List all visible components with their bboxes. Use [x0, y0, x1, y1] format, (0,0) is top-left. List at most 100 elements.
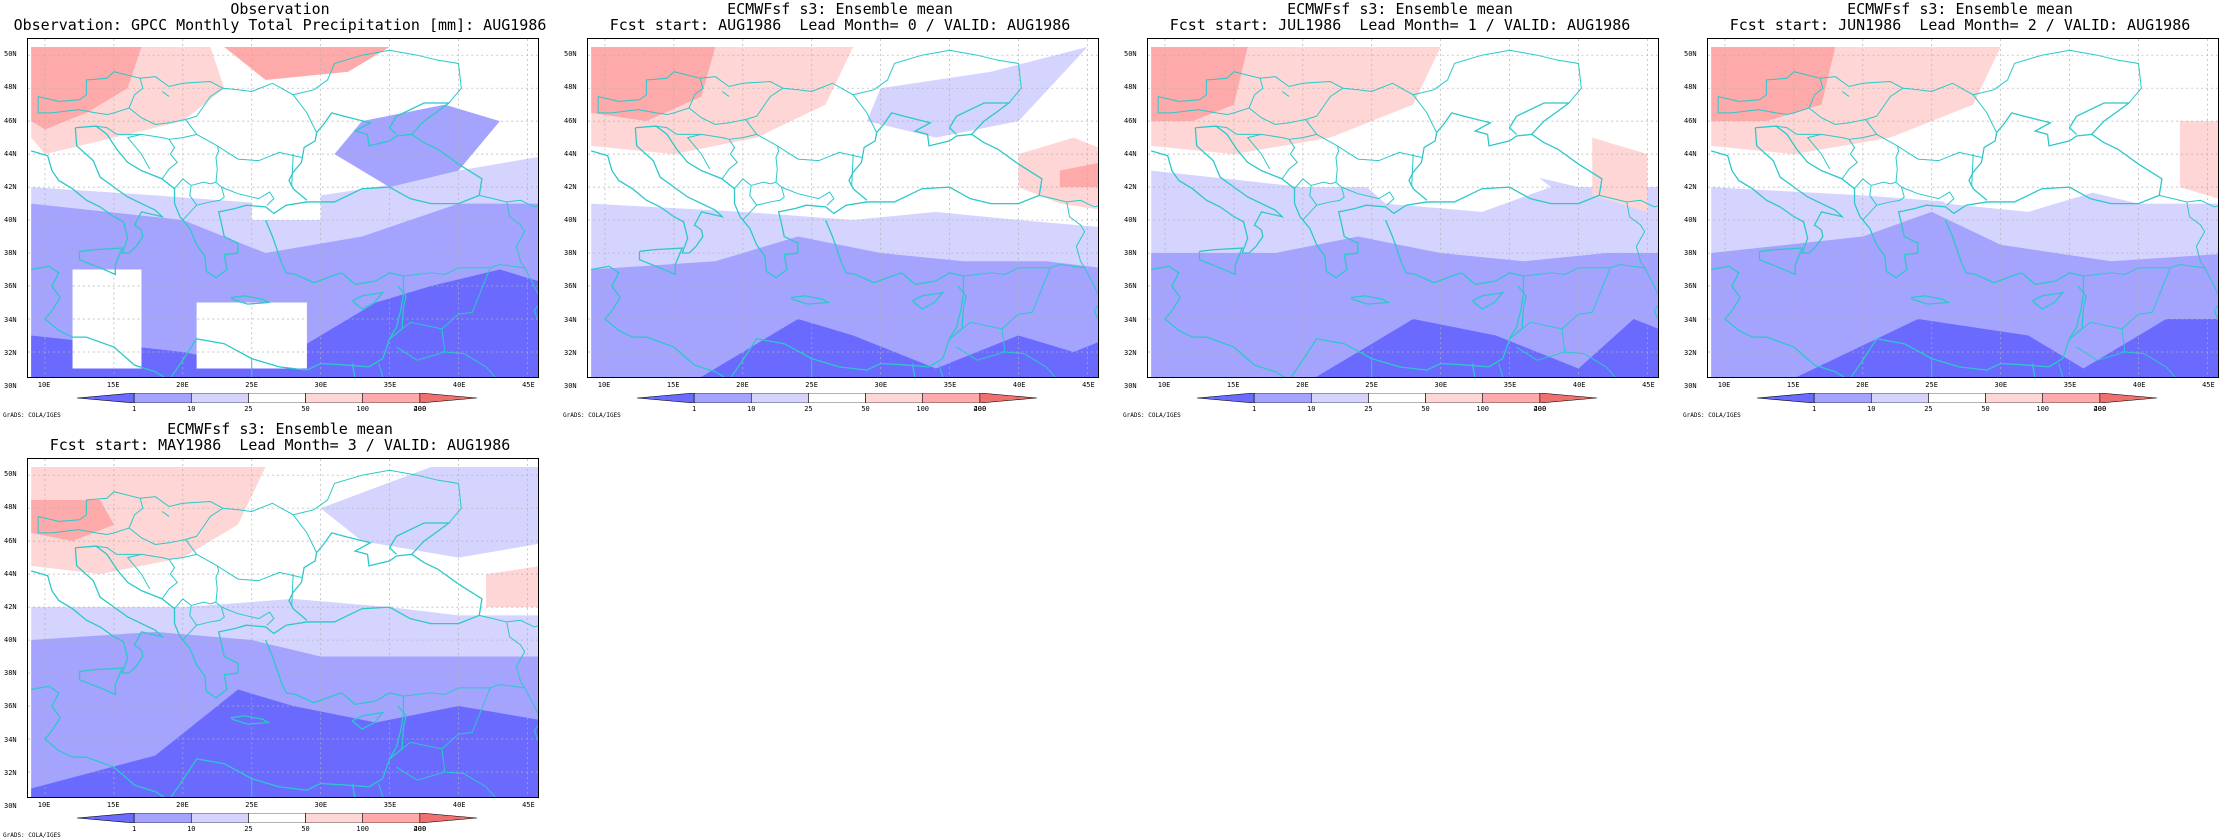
lon-tick-label: 10E — [37, 381, 51, 389]
country-border — [378, 783, 384, 797]
colorbar-segment — [1757, 393, 1815, 403]
lat-tick-label: 38N — [4, 669, 17, 678]
country-border — [734, 119, 785, 206]
colorbar-segment — [750, 393, 809, 403]
lat-tick-label: 48N — [1684, 83, 1697, 92]
country-border — [293, 49, 462, 104]
country-border — [444, 771, 496, 797]
colorbar — [1757, 393, 2157, 403]
country-border — [1901, 186, 1955, 206]
coastline — [1198, 247, 1244, 276]
country-border — [1841, 91, 1850, 97]
coastline — [78, 667, 124, 696]
colorbar-segment — [419, 813, 477, 823]
coastline — [78, 247, 124, 276]
colorbar-level-label: 50 — [301, 405, 310, 413]
country-border — [2083, 264, 2218, 321]
precip-shading-200 — [591, 46, 716, 122]
colorbar-svg — [637, 393, 1037, 403]
country-border — [378, 363, 384, 377]
country-border — [1157, 71, 1264, 116]
coastline — [75, 125, 480, 279]
lat-tick-label: 42N — [4, 182, 17, 191]
colorbar-segment — [2042, 393, 2101, 403]
colorbar-segment — [248, 813, 306, 823]
country-border — [140, 496, 224, 509]
lon-tick-label: 35E — [383, 381, 397, 389]
lat-tick-label: 50N — [4, 470, 17, 479]
lon-tick-label: 30E — [314, 381, 328, 389]
coastline — [1758, 247, 1804, 276]
country-border — [1311, 181, 1337, 186]
lon-tick-label: 20E — [176, 381, 189, 389]
lon-tick-label: 20E — [1856, 381, 1869, 389]
coastline — [1711, 265, 1846, 377]
country-border — [781, 186, 835, 206]
coastline — [1509, 285, 1527, 340]
lat-tick-label: 34N — [4, 735, 17, 744]
lat-tick-label: 46N — [1124, 116, 1137, 125]
country-border — [1246, 133, 1271, 170]
country-border — [95, 125, 117, 135]
map-svg — [28, 39, 538, 377]
country-border — [1896, 145, 1982, 162]
colorbar-level-label: 400 — [973, 405, 987, 413]
lon-tick-label: 45E — [522, 801, 535, 809]
country-border — [1564, 351, 1616, 377]
country-border — [1236, 133, 1299, 180]
precipitation-map — [1707, 38, 2219, 378]
country-border — [1039, 194, 1098, 208]
country-border — [116, 553, 179, 600]
lat-tick-label: 50N — [4, 50, 17, 59]
lon-tick-label: 10E — [1157, 381, 1171, 389]
coastline — [1755, 125, 2160, 279]
country-border — [37, 71, 144, 116]
panel-subtitle: Fcst start: JUN1986 Lead Month= 2 / VALI… — [1729, 16, 2191, 34]
lon-tick-label: 30E — [1994, 381, 2008, 389]
country-border — [182, 624, 198, 641]
lon-tick-label: 40E — [2132, 381, 2146, 389]
colorbar-level-label: 25 — [804, 405, 813, 413]
lat-tick-label: 30N — [4, 382, 17, 390]
lon-tick-label: 15E — [1226, 381, 1240, 389]
country-border — [1796, 133, 1859, 180]
lat-tick-label: 34N — [1684, 315, 1697, 324]
colorbar-level-label: 10 — [1307, 405, 1316, 413]
panel-subtitle: Fcst start: JUL1986 Lead Month= 1 / VALI… — [1169, 16, 1631, 34]
coastline — [1850, 219, 2085, 377]
precipitation-map — [27, 458, 539, 798]
colorbar-level-label: 1 — [692, 405, 697, 413]
lat-tick-label: 40N — [1124, 216, 1137, 225]
colorbar-svg — [1757, 393, 2157, 403]
country-border — [597, 71, 704, 116]
country-border — [479, 194, 538, 208]
colorbar-segment — [979, 393, 1037, 403]
coastline — [911, 363, 916, 377]
colorbar-segment — [77, 393, 135, 403]
precip-shading-1 — [701, 319, 1098, 377]
coastline — [170, 639, 405, 797]
country-border — [506, 621, 526, 689]
colorbar-segment — [1482, 393, 1541, 403]
lat-tick-label: 46N — [564, 116, 577, 125]
lat-tick-label: 36N — [4, 282, 17, 291]
map-svg — [28, 459, 538, 797]
colorbar-segment — [2099, 393, 2157, 403]
panel-title: ECMWFsf s3: Ensemble mean — [167, 420, 393, 438]
lat-tick-label: 46N — [1684, 116, 1697, 125]
colorbar-segment — [133, 813, 192, 823]
colorbar-level-label: 25 — [244, 405, 253, 413]
colorbar-segment — [1197, 393, 1255, 403]
country-border — [963, 264, 1098, 321]
country-border — [1717, 71, 1824, 116]
country-border — [1248, 87, 1344, 126]
colorbar-svg — [1197, 393, 1597, 403]
precip-shading-25 — [866, 46, 1088, 138]
lat-tick-label: 44N — [4, 569, 17, 578]
coastline — [848, 112, 1043, 201]
coastline — [1910, 295, 1951, 305]
country-border — [1561, 267, 1611, 330]
country-border — [1260, 76, 1344, 89]
lat-tick-label: 30N — [4, 802, 17, 810]
colorbar — [1197, 393, 1597, 403]
